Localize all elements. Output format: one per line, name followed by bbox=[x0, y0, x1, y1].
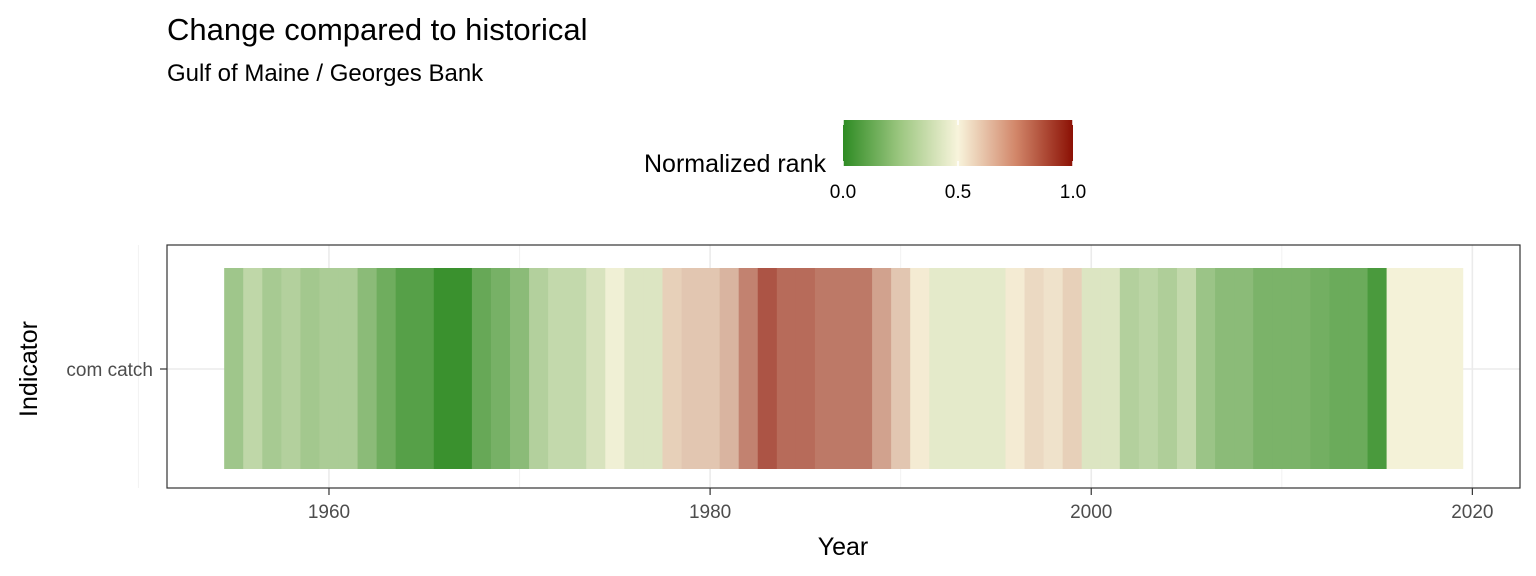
heatmap-tile-1996 bbox=[1005, 268, 1025, 469]
x-axis: 1960 1980 2000 2020 bbox=[308, 488, 1493, 523]
heatmap-tile-1974 bbox=[586, 268, 606, 469]
heatmap-tile-1994 bbox=[967, 268, 987, 469]
heatmap-tile-2016 bbox=[1386, 268, 1407, 469]
heatmap-tile-1985 bbox=[795, 268, 816, 469]
heatmap-tile-2014 bbox=[1348, 268, 1368, 469]
legend-colorbar bbox=[843, 120, 1073, 166]
heatmap-tile-1968 bbox=[471, 268, 492, 469]
heatmap-tile-1986 bbox=[814, 268, 835, 469]
heatmap-tile-1991 bbox=[910, 268, 930, 469]
chart-title: Change compared to historical bbox=[167, 12, 588, 47]
x-tick-label: 2000 bbox=[1070, 502, 1112, 523]
heatmap-tile-1963 bbox=[376, 268, 397, 469]
heatmap-tile-2001 bbox=[1100, 268, 1121, 469]
heatmap-tile-2019 bbox=[1443, 268, 1464, 469]
heatmap-tile-2005 bbox=[1176, 268, 1197, 469]
heatmap-tile-1987 bbox=[833, 268, 854, 469]
heatmap-tile-1971 bbox=[529, 268, 549, 469]
heatmap-tile-2004 bbox=[1157, 268, 1178, 469]
heatmap-tile-2013 bbox=[1329, 268, 1349, 469]
heatmap-tile-2010 bbox=[1272, 268, 1292, 469]
heatmap-tile-1958 bbox=[281, 268, 301, 469]
heatmap-tile-1970 bbox=[510, 268, 530, 469]
heatmap-tile-1962 bbox=[357, 268, 378, 469]
heatmap-tile-1982 bbox=[738, 268, 759, 469]
chart-subtitle: Gulf of Maine / Georges Bank bbox=[167, 60, 484, 87]
heatmap-tile-1977 bbox=[643, 268, 663, 469]
heatmap-tile-1976 bbox=[624, 268, 644, 469]
x-tick-label: 1960 bbox=[308, 502, 350, 523]
heatmap-tile-1972 bbox=[548, 268, 568, 469]
heatmap-tile-2007 bbox=[1215, 268, 1235, 469]
heatmap-tile-1957 bbox=[262, 268, 282, 469]
heatmap-tile-1966 bbox=[433, 268, 454, 469]
heatmap-tile-1960 bbox=[319, 268, 339, 469]
heatmap-tile-1978 bbox=[662, 268, 682, 469]
legend-tick-label: 1.0 bbox=[1060, 182, 1086, 203]
heatmap-tile-1955 bbox=[224, 268, 244, 469]
heatmap-tile-1984 bbox=[776, 268, 797, 469]
heatmap-tile-1961 bbox=[338, 268, 358, 469]
heatmap-tile-2017 bbox=[1405, 268, 1426, 469]
heatmap-tile-1956 bbox=[243, 268, 263, 469]
heatmap-tile-2008 bbox=[1234, 268, 1254, 469]
heatmap-tile-2012 bbox=[1310, 268, 1330, 469]
heatmap-tile-1959 bbox=[300, 268, 320, 469]
heatmap-tile-1983 bbox=[757, 268, 778, 469]
heatmap-tile-1975 bbox=[605, 268, 625, 469]
x-tick-label: 2020 bbox=[1451, 502, 1493, 523]
heatmap-tile-2015 bbox=[1367, 268, 1388, 469]
y-tick-label: com catch bbox=[66, 360, 153, 381]
heatmap-tile-2000 bbox=[1081, 268, 1102, 469]
heatmap-tile-2018 bbox=[1424, 268, 1445, 469]
x-tick-label: 1980 bbox=[689, 502, 731, 523]
x-axis-title: Year bbox=[818, 533, 869, 561]
heatmap-tile-1979 bbox=[681, 268, 701, 469]
heatmap-tile-1967 bbox=[452, 268, 473, 469]
heatmap-tile-1995 bbox=[986, 268, 1006, 469]
panel-border bbox=[166, 244, 1521, 489]
heatmap-tile-2006 bbox=[1196, 268, 1216, 469]
heatmap-tile-2002 bbox=[1119, 268, 1140, 469]
heatmap-tile-1973 bbox=[567, 268, 587, 469]
heatmap-tile-1990 bbox=[891, 268, 911, 469]
heatmap-tiles bbox=[224, 268, 1464, 469]
legend-tick-label: 0.0 bbox=[830, 182, 856, 203]
y-axis-title: Indicator bbox=[15, 321, 43, 417]
heatmap-tile-1969 bbox=[490, 268, 511, 469]
heatmap-tile-1997 bbox=[1024, 268, 1044, 469]
heatmap-tile-1989 bbox=[872, 268, 892, 469]
heatmap-tile-1980 bbox=[700, 268, 721, 469]
heatmap-tile-1965 bbox=[414, 268, 435, 469]
heatmap-tile-1988 bbox=[853, 268, 873, 469]
legend-tick-label: 0.5 bbox=[945, 182, 971, 203]
heatmap-tile-1981 bbox=[719, 268, 740, 469]
heatmap-tile-1964 bbox=[395, 268, 416, 469]
heatmap-tile-1998 bbox=[1043, 268, 1064, 469]
heatmap-tile-2009 bbox=[1253, 268, 1273, 469]
heatmap-tile-1993 bbox=[948, 268, 968, 469]
heatmap-tile-2003 bbox=[1138, 268, 1159, 469]
heatmap-tile-2011 bbox=[1291, 268, 1311, 469]
legend-title: Normalized rank bbox=[644, 150, 827, 178]
heatmap-tile-1992 bbox=[929, 268, 949, 469]
heatmap-tile-1999 bbox=[1062, 268, 1083, 469]
legend-ticks: 0.0 0.5 1.0 bbox=[830, 120, 1086, 203]
